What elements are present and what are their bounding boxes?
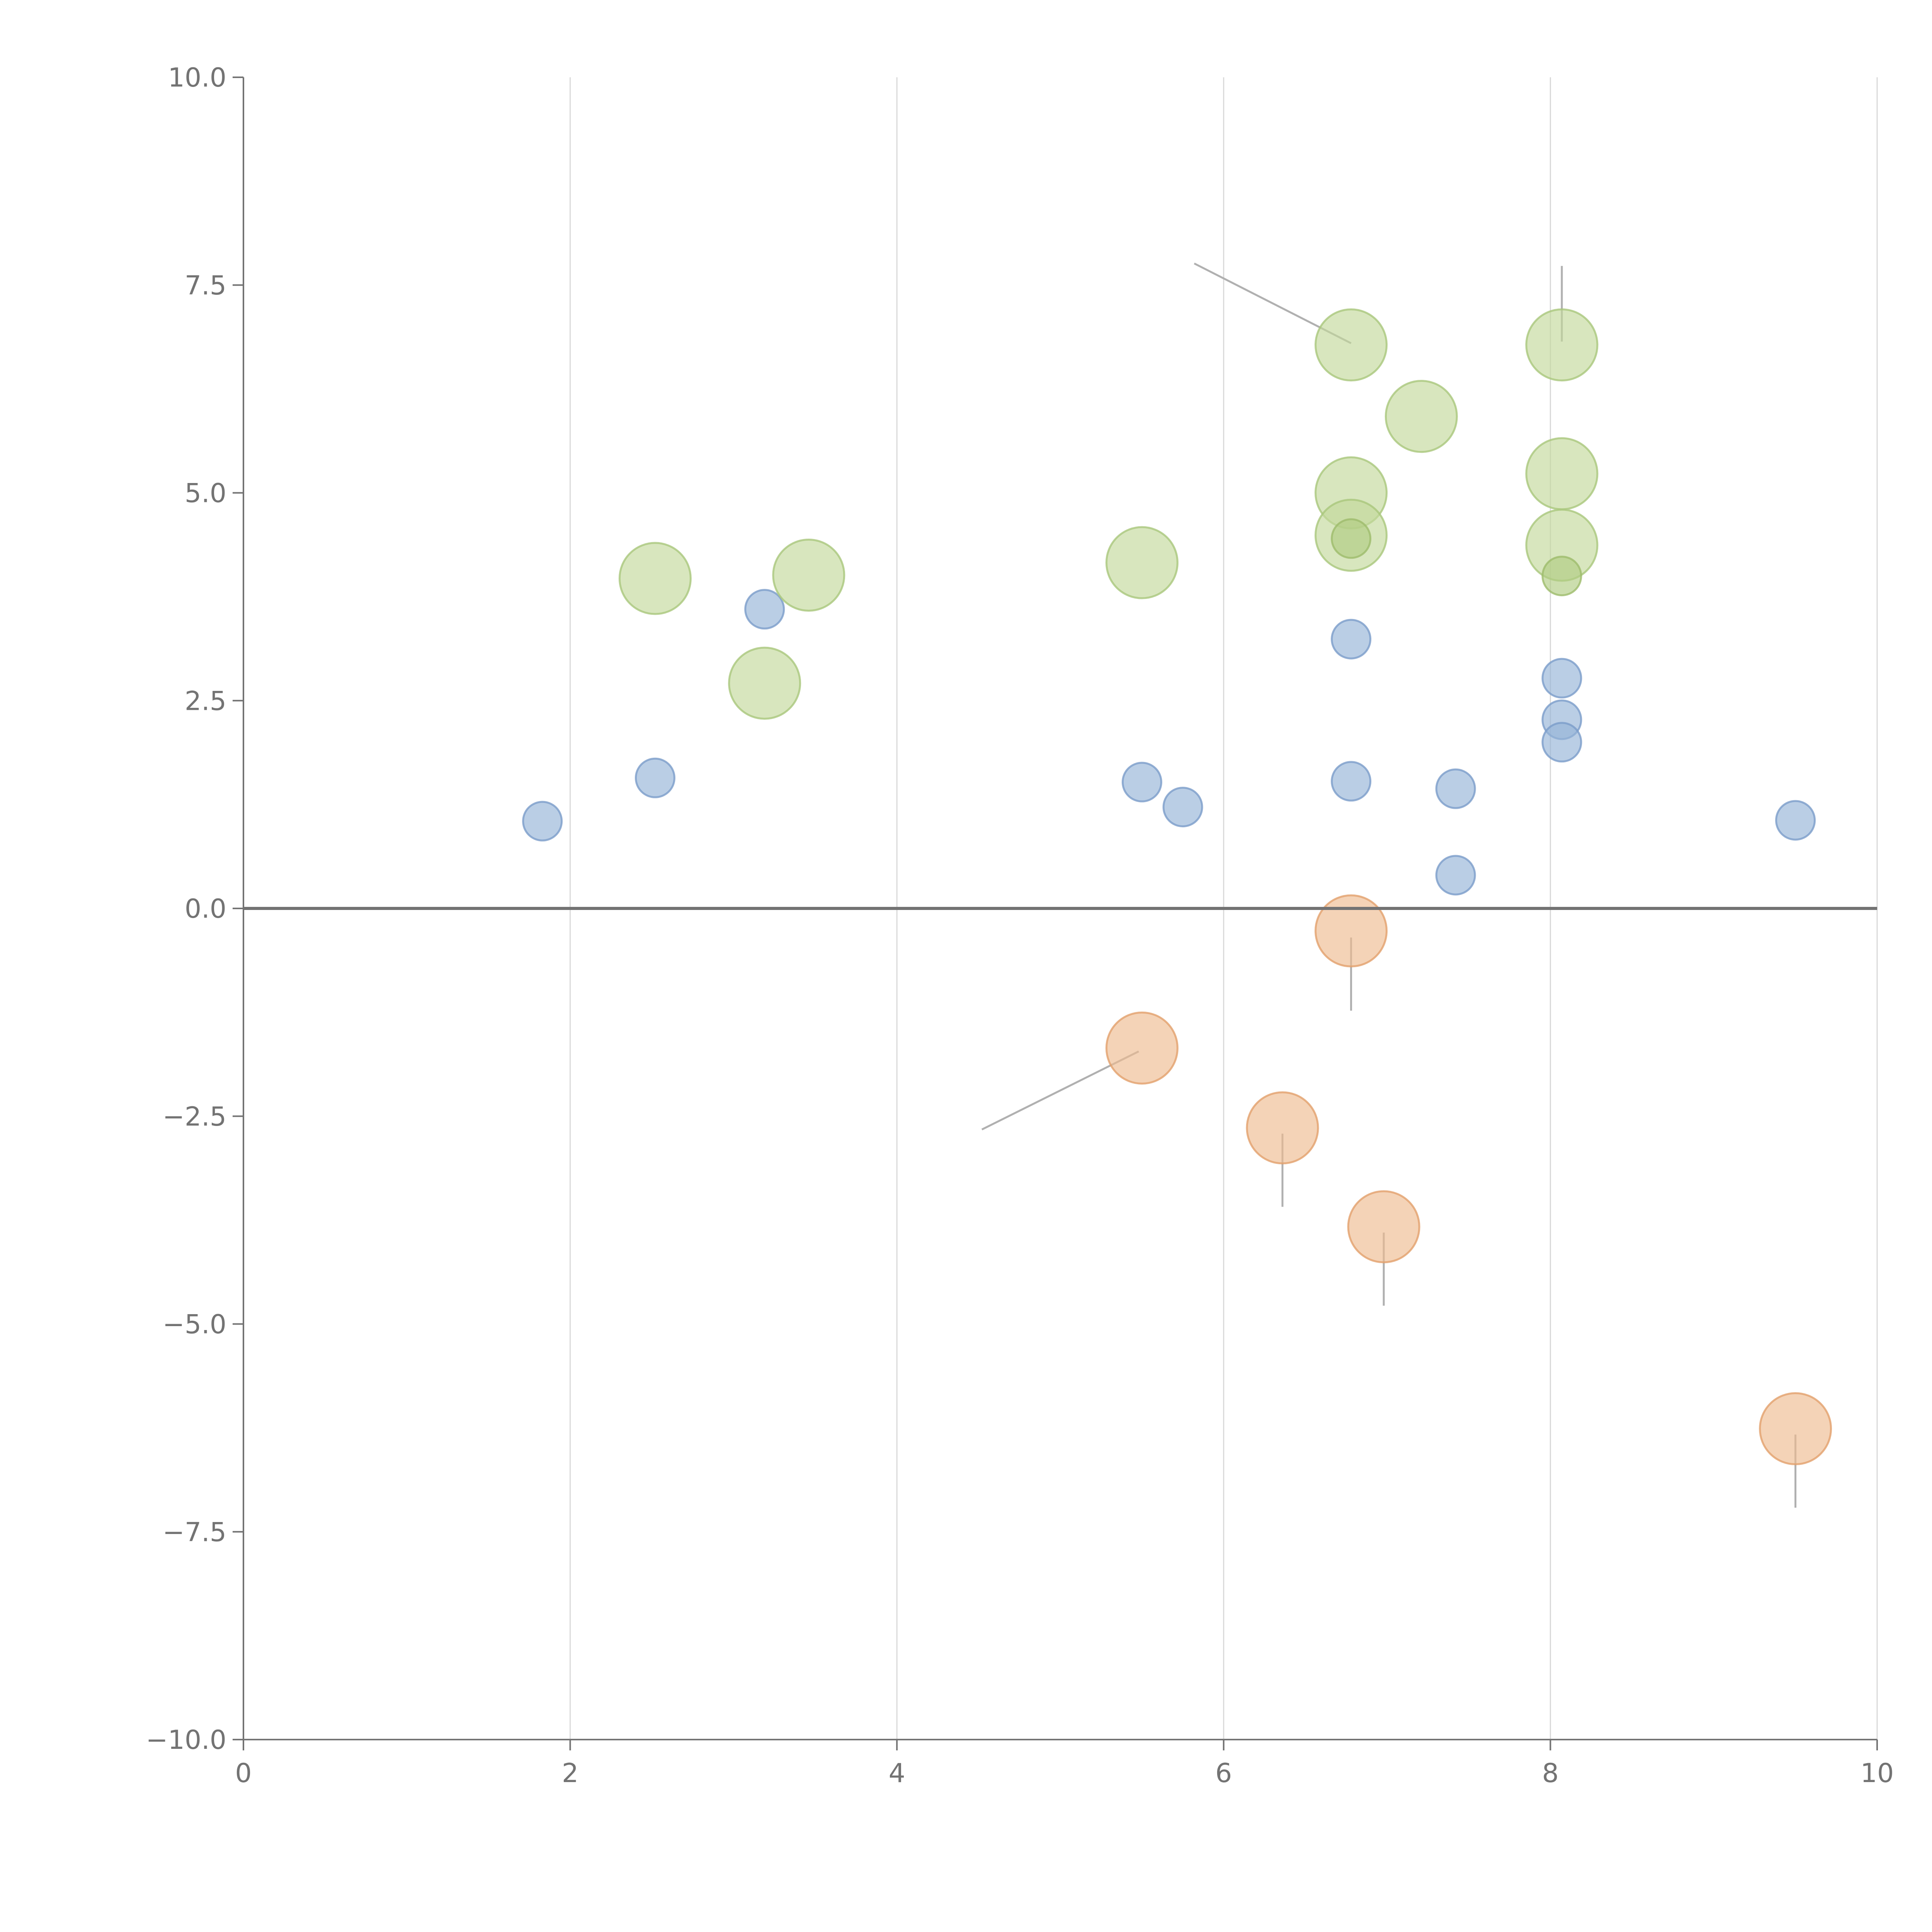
data-point-blue: [1541, 722, 1582, 763]
data-point-orange: [1759, 1392, 1832, 1466]
x-tick-label: 0: [235, 1758, 252, 1789]
y-tick-label: −5.0: [163, 1310, 226, 1340]
y-tick-label: −7.5: [163, 1517, 226, 1548]
data-point-orange: [1347, 1190, 1420, 1264]
y-tick-label: 5.0: [185, 478, 226, 509]
y-tick-label: 2.5: [185, 686, 226, 716]
y-tick-label: 10.0: [168, 63, 226, 93]
x-tick-label: 4: [889, 1758, 905, 1789]
data-point-green: [1525, 308, 1599, 382]
data-point-orange: [1246, 1091, 1319, 1165]
data-point-blue: [1331, 619, 1372, 660]
data-point-blue: [1775, 800, 1816, 841]
x-tick-label: 2: [562, 1758, 578, 1789]
data-point-blue: [1331, 761, 1372, 802]
data-point-green: [1525, 437, 1599, 510]
data-point-blue: [522, 801, 563, 842]
data-point-blue: [1162, 787, 1203, 828]
data-point-green-small: [1331, 518, 1372, 559]
axis-layer: 10.0 7.5 5.0 2.5 0.0 −2.5 −5.0 −7.5 −10.0 0 2 4 6 8 10: [146, 63, 1894, 1789]
data-point-blue: [744, 589, 785, 630]
data-point-blue: [1435, 855, 1476, 896]
data-points-layer: [522, 308, 1832, 1466]
data-point-green: [1384, 380, 1458, 453]
y-tick-label: 0.0: [185, 894, 226, 924]
data-point-orange: [1105, 1011, 1179, 1085]
x-tick-label: 6: [1215, 1758, 1232, 1789]
x-tick-label: 8: [1542, 1758, 1559, 1789]
data-point-blue: [634, 757, 675, 798]
y-tick-label: 7.5: [185, 270, 226, 301]
x-tick-label: 10: [1861, 1758, 1894, 1789]
data-point-green: [1105, 526, 1179, 599]
y-tick-label: −10.0: [146, 1725, 226, 1755]
data-point-orange: [1315, 894, 1388, 968]
data-point-green: [728, 646, 801, 720]
data-point-blue: [1121, 762, 1162, 803]
data-point-green: [772, 538, 845, 612]
data-point-green: [618, 542, 692, 615]
leader-line-layer: [663, 262, 1797, 1508]
y-tick-label: −2.5: [163, 1102, 226, 1132]
data-point-green-small: [1541, 556, 1582, 597]
data-point-green: [1315, 308, 1388, 382]
data-point-blue: [1541, 658, 1582, 699]
data-point-blue: [1435, 768, 1476, 809]
